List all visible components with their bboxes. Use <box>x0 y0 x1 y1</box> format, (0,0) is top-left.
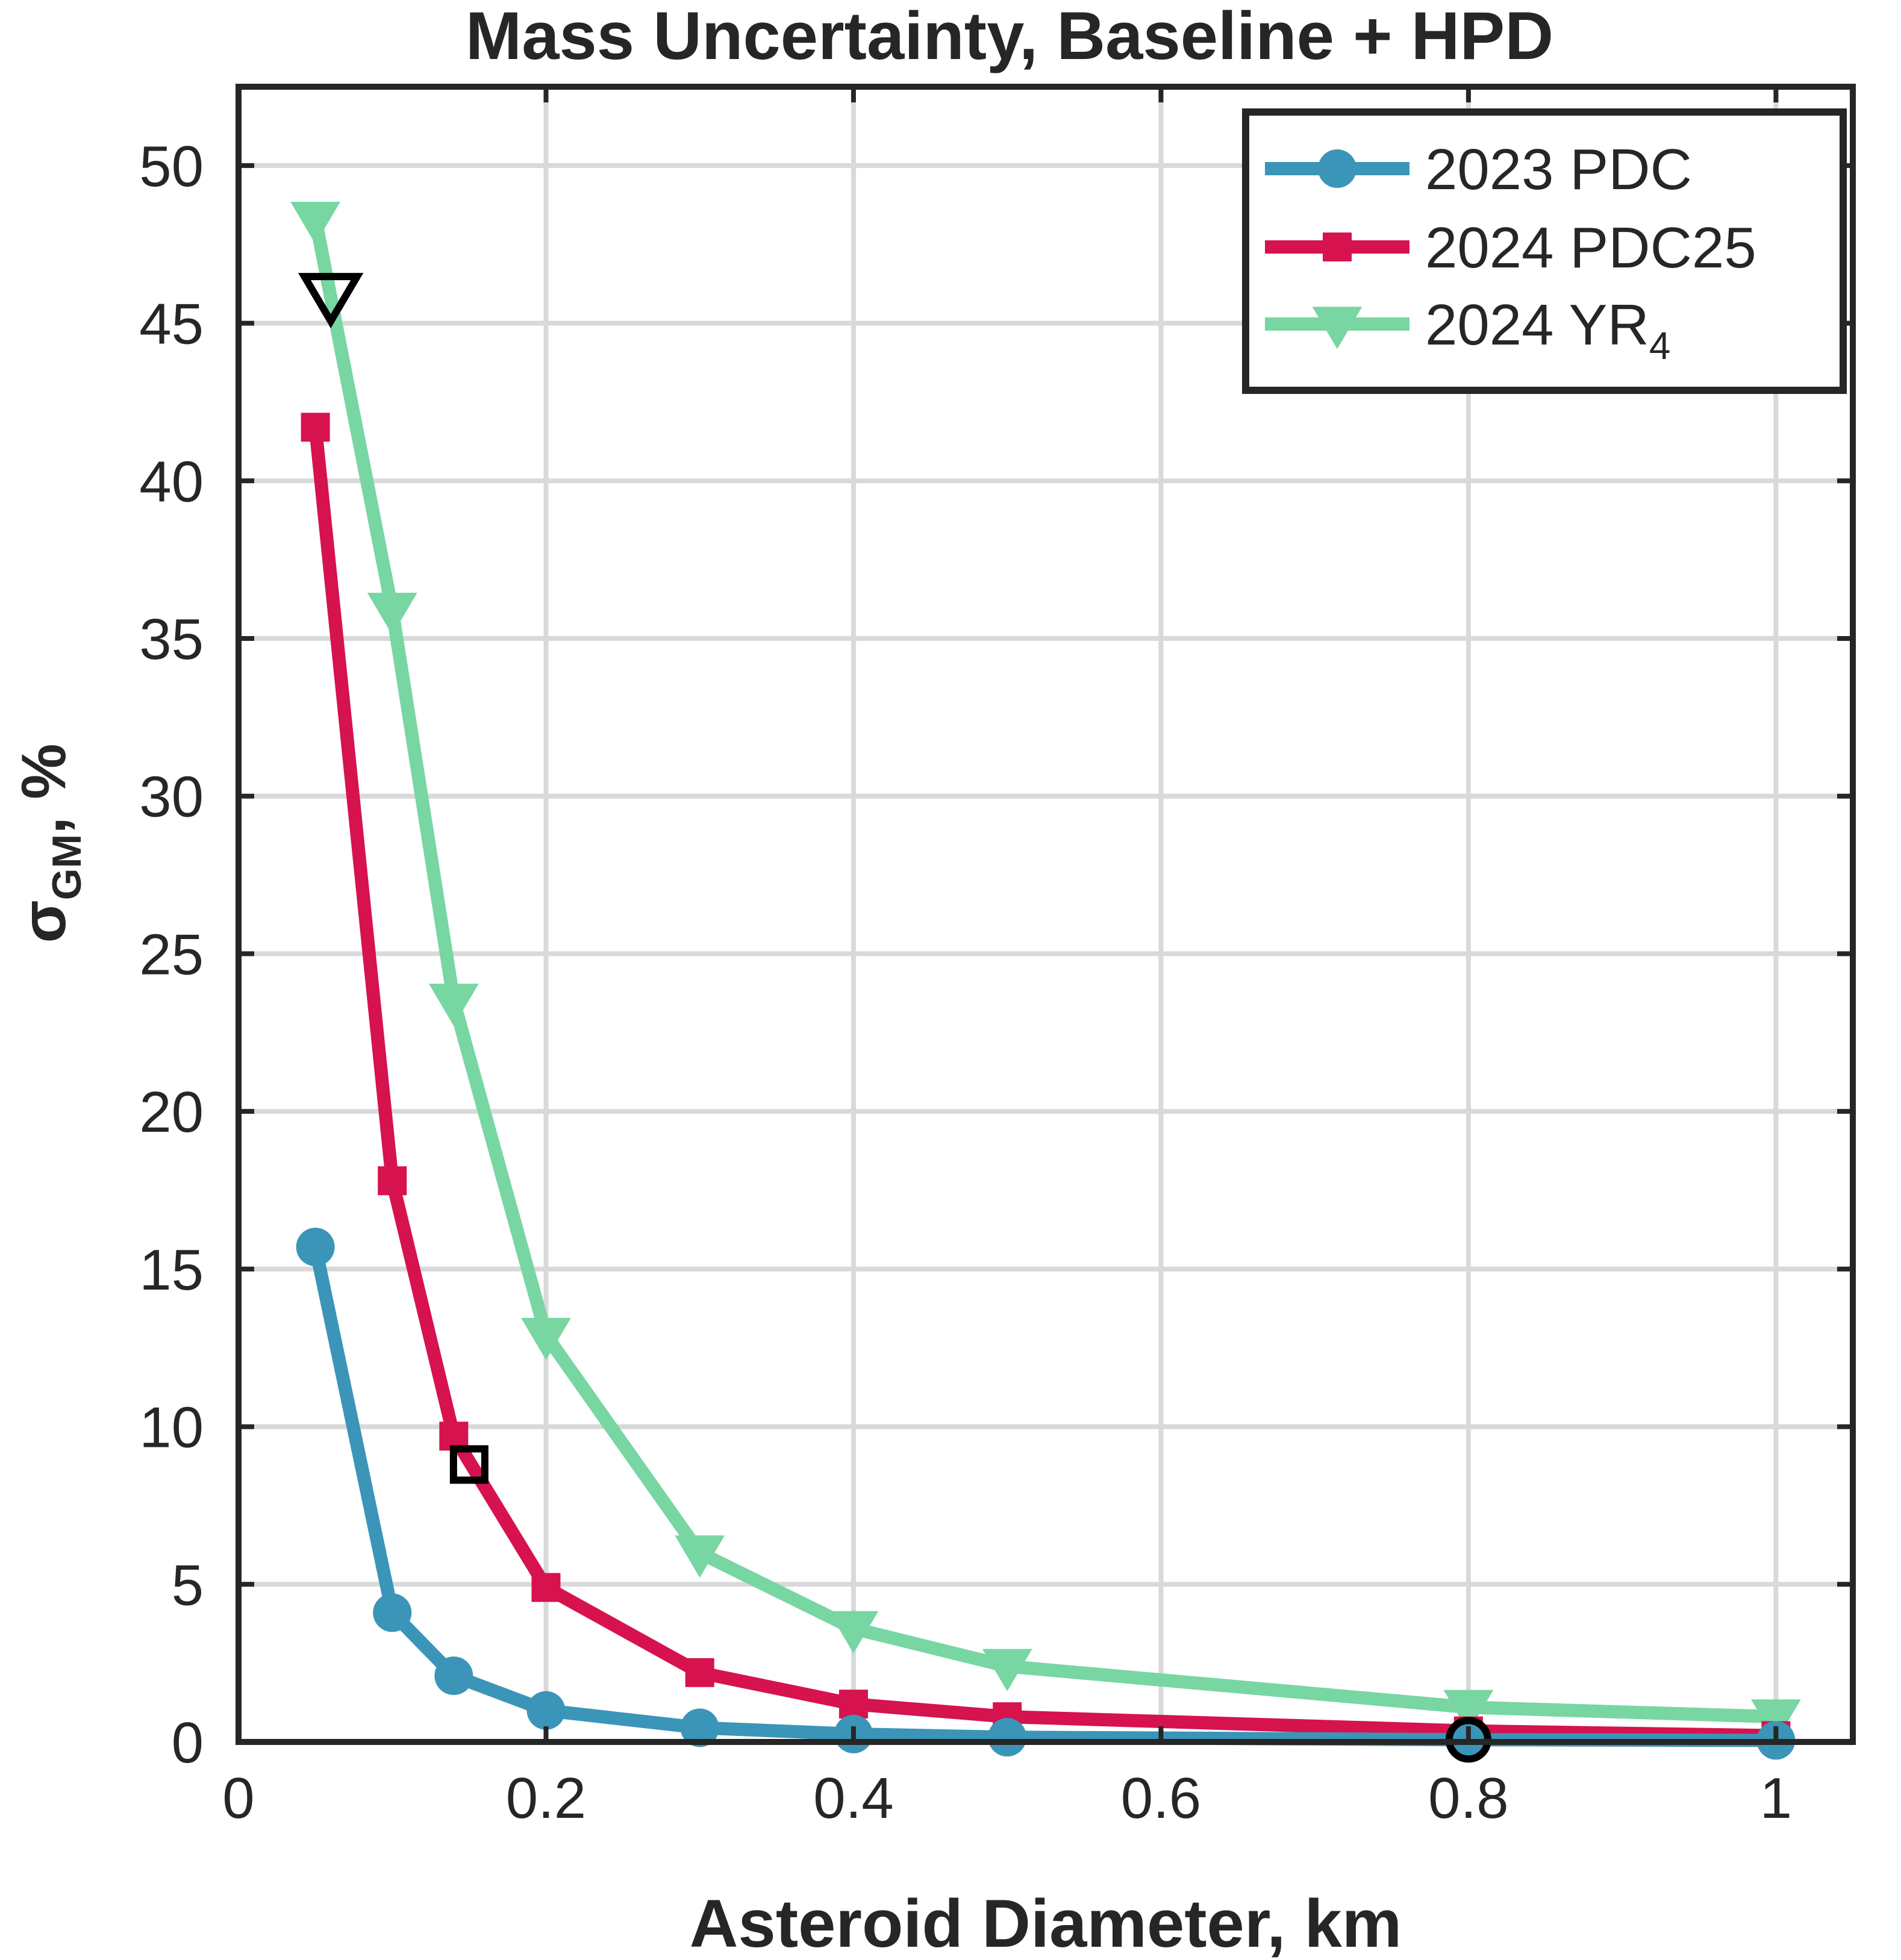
y-tick-label: 5 <box>172 1553 204 1617</box>
y-axis-label: σGM, % <box>9 744 90 943</box>
data-point <box>290 202 341 245</box>
data-point <box>296 1228 335 1267</box>
legend-label: 2024 YR4 <box>1425 293 1670 367</box>
data-point <box>828 1611 879 1653</box>
data-point <box>428 984 479 1026</box>
series-line <box>308 217 1776 1724</box>
series-2023-pdc <box>296 1228 1796 1760</box>
y-tick-label: 0 <box>172 1711 204 1775</box>
data-point <box>367 593 417 635</box>
data-point <box>526 1691 566 1730</box>
y-axis-unit: , % <box>9 744 79 834</box>
legend-label-subscript: 4 <box>1649 324 1671 367</box>
data-point <box>982 1649 1032 1691</box>
data-point <box>434 1656 473 1696</box>
y-tick-label: 30 <box>139 765 204 829</box>
y-tick-label: 15 <box>139 1238 204 1302</box>
series-2024-pdc25 <box>301 413 1791 1750</box>
y-tick-label: 20 <box>139 1080 204 1144</box>
legend-label: 2024 PDC25 <box>1425 216 1756 280</box>
legend-swatch-marker <box>1318 149 1356 188</box>
legend-swatch-marker <box>1323 233 1352 261</box>
y-tick-label: 50 <box>139 134 204 199</box>
highlight-marker <box>298 273 364 328</box>
x-tick-label: 0.2 <box>506 1766 586 1830</box>
data-point <box>521 1317 571 1361</box>
x-tick-label: 0 <box>222 1766 254 1830</box>
series-layer <box>290 202 1801 1760</box>
data-point <box>301 413 330 442</box>
highlight-markers <box>298 273 1491 1763</box>
data-point <box>378 1166 407 1196</box>
x-tick-label: 0.6 <box>1121 1766 1201 1830</box>
y-tick-label: 40 <box>139 449 204 514</box>
data-point <box>531 1573 561 1602</box>
axes-box <box>236 84 1856 1745</box>
data-point <box>685 1658 714 1687</box>
legend-entry: 2024 YR4 <box>1265 293 1670 367</box>
data-point <box>838 1690 868 1719</box>
x-tick-label: 0.4 <box>813 1766 893 1830</box>
data-point <box>675 1535 725 1578</box>
x-tick-label: 0.8 <box>1428 1766 1508 1830</box>
y-tick-label: 25 <box>139 922 204 987</box>
legend-label-text: 2024 PDC25 <box>1425 216 1756 280</box>
data-point <box>680 1708 719 1747</box>
legend-label-text: 2024 YR <box>1425 293 1649 357</box>
data-point <box>1750 1699 1801 1742</box>
highlight-marker <box>449 1445 489 1484</box>
y-tick-label: 45 <box>139 292 204 357</box>
data-point <box>988 1718 1027 1757</box>
y-tick-label: 10 <box>139 1396 204 1460</box>
series-2024-yr4 <box>290 202 1801 1742</box>
legend-swatch-marker <box>1312 307 1363 349</box>
y-axis-symbol: σ <box>9 900 79 943</box>
y-axis-subscript: GM <box>44 834 90 900</box>
x-tick-label: 1 <box>1760 1766 1792 1830</box>
legend-label-text: 2023 PDC <box>1425 137 1692 202</box>
legend-entry: 2024 PDC25 <box>1265 216 1756 280</box>
x-axis-label: Asteroid Diameter, km <box>690 1886 1402 1960</box>
legend-label: 2023 PDC <box>1425 137 1692 202</box>
legend: 2023 PDC 2024 PDC25 2024 YR4 <box>1242 108 1847 394</box>
chart-title: Mass Uncertainty, Baseline + HPD <box>466 0 1553 73</box>
data-point <box>373 1593 412 1632</box>
y-tick-label: 35 <box>139 607 204 672</box>
legend-entry: 2023 PDC <box>1265 137 1692 202</box>
series-line <box>308 426 1776 1743</box>
data-point <box>1443 1690 1494 1732</box>
